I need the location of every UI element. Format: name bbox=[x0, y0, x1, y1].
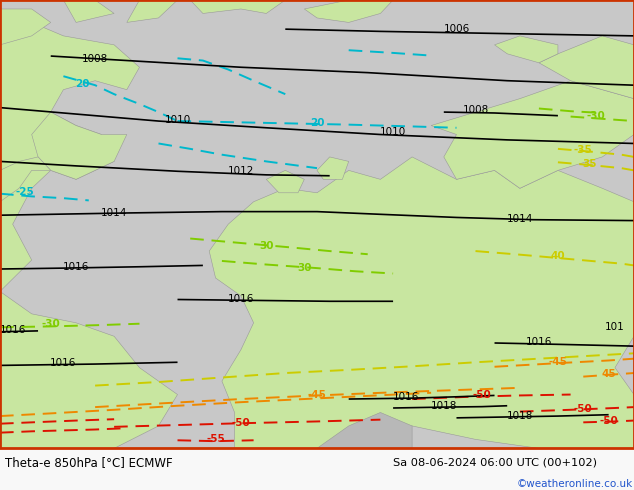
Text: 1008: 1008 bbox=[462, 105, 489, 115]
Text: 1012: 1012 bbox=[228, 166, 254, 176]
Text: 1016: 1016 bbox=[526, 337, 552, 346]
Text: -50: -50 bbox=[231, 418, 250, 428]
Polygon shape bbox=[317, 413, 412, 448]
Text: Sa 08-06-2024 06:00 UTC (00+102): Sa 08-06-2024 06:00 UTC (00+102) bbox=[393, 458, 597, 468]
Polygon shape bbox=[0, 9, 51, 45]
Text: 1008: 1008 bbox=[82, 54, 108, 64]
Text: -45: -45 bbox=[548, 357, 567, 368]
Text: 1016: 1016 bbox=[0, 324, 26, 335]
Text: -25: -25 bbox=[16, 187, 35, 197]
Text: 20: 20 bbox=[310, 118, 324, 128]
Polygon shape bbox=[0, 292, 178, 448]
Polygon shape bbox=[127, 0, 178, 23]
Polygon shape bbox=[317, 157, 349, 179]
Text: 1010: 1010 bbox=[380, 127, 406, 137]
Polygon shape bbox=[32, 112, 127, 179]
Polygon shape bbox=[0, 157, 51, 202]
Text: 1016: 1016 bbox=[50, 358, 77, 368]
Text: 1016: 1016 bbox=[392, 392, 419, 402]
Text: -55: -55 bbox=[206, 434, 225, 444]
Text: 20: 20 bbox=[75, 79, 89, 89]
Text: 30: 30 bbox=[259, 241, 273, 251]
Text: -35: -35 bbox=[574, 145, 593, 155]
Polygon shape bbox=[209, 157, 634, 448]
Polygon shape bbox=[304, 0, 393, 23]
Text: 1014: 1014 bbox=[507, 214, 533, 224]
Text: ©weatheronline.co.uk: ©weatheronline.co.uk bbox=[517, 479, 633, 489]
Polygon shape bbox=[495, 36, 558, 63]
Polygon shape bbox=[266, 171, 304, 193]
Polygon shape bbox=[539, 36, 634, 98]
Text: -50: -50 bbox=[574, 404, 593, 414]
Text: 1010: 1010 bbox=[164, 115, 191, 125]
Text: 40: 40 bbox=[550, 251, 566, 262]
Text: 45: 45 bbox=[601, 369, 616, 379]
Text: 1018: 1018 bbox=[430, 401, 457, 411]
Text: 1016: 1016 bbox=[228, 294, 254, 304]
Polygon shape bbox=[63, 0, 114, 23]
Text: 1016: 1016 bbox=[63, 262, 89, 272]
Text: 1006: 1006 bbox=[443, 24, 470, 34]
Text: 1014: 1014 bbox=[101, 208, 127, 218]
Polygon shape bbox=[0, 23, 139, 292]
Text: -30: -30 bbox=[586, 111, 605, 121]
Text: -45: -45 bbox=[307, 391, 327, 400]
Text: 1018: 1018 bbox=[507, 411, 533, 421]
Text: 101: 101 bbox=[605, 322, 625, 332]
Text: -50: -50 bbox=[599, 416, 618, 425]
Text: -30: -30 bbox=[41, 318, 60, 329]
Text: 30: 30 bbox=[297, 263, 311, 273]
Polygon shape bbox=[190, 0, 285, 13]
Text: Theta-e 850hPa [°C] ECMWF: Theta-e 850hPa [°C] ECMWF bbox=[5, 456, 172, 469]
Text: 35: 35 bbox=[583, 159, 597, 169]
Text: -50: -50 bbox=[472, 391, 491, 400]
Polygon shape bbox=[431, 81, 634, 188]
